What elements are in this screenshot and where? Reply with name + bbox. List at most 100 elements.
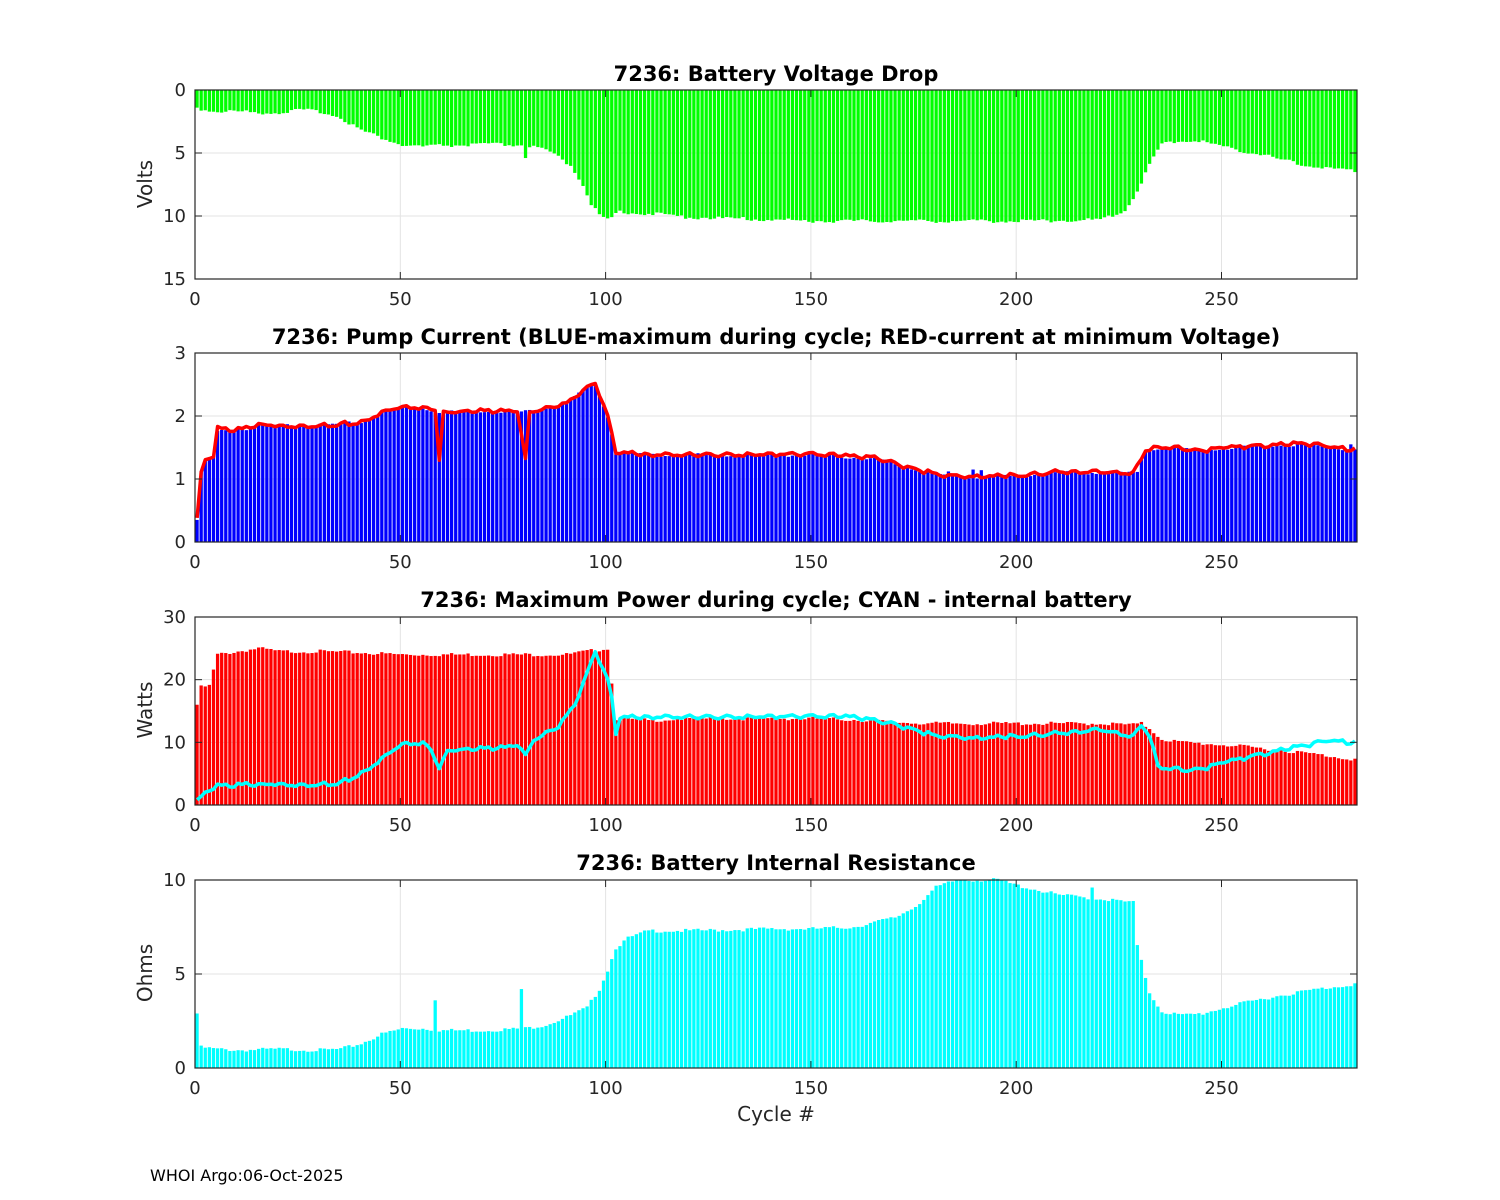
bar — [1053, 90, 1057, 222]
bar — [240, 90, 244, 112]
bar — [1123, 724, 1127, 805]
bar — [1201, 1014, 1205, 1068]
bar — [712, 90, 717, 219]
bar — [798, 718, 803, 805]
bar — [983, 880, 988, 1068]
bar — [1320, 90, 1324, 169]
bar — [314, 652, 318, 805]
bar — [1180, 741, 1185, 805]
y-tick-label: 0 — [175, 532, 186, 553]
bar — [544, 1025, 548, 1068]
bar — [1016, 884, 1020, 1068]
bar — [540, 1027, 544, 1068]
bar — [437, 90, 441, 145]
bar — [203, 459, 207, 542]
bar — [638, 90, 643, 215]
bar — [195, 90, 199, 108]
bar — [1283, 751, 1287, 805]
bar — [827, 718, 832, 805]
bar — [848, 458, 852, 542]
x-tick-label: 50 — [389, 815, 412, 836]
bar — [815, 928, 819, 1068]
bar — [835, 927, 840, 1068]
bar — [897, 915, 901, 1068]
bar — [794, 455, 799, 542]
bar — [696, 90, 700, 220]
bar — [807, 927, 811, 1068]
bar — [458, 1030, 462, 1068]
bar — [1287, 753, 1291, 805]
y-tick-label: 15 — [163, 269, 186, 290]
panel-pump-current: 7236: Pump Current (BLUE-maximum during … — [175, 325, 1358, 573]
bar — [1037, 90, 1041, 221]
bar — [778, 929, 782, 1068]
x-tick-label: 250 — [1204, 1078, 1238, 1099]
bar — [630, 90, 634, 214]
bar — [823, 926, 827, 1068]
bar — [347, 1045, 351, 1068]
x-tick-label: 150 — [794, 1078, 828, 1099]
bar — [376, 90, 380, 136]
bar — [499, 1031, 503, 1068]
x-tick-label: 0 — [189, 815, 200, 836]
bar — [1238, 445, 1242, 542]
bar — [285, 650, 290, 805]
bar — [991, 90, 996, 223]
bar — [1119, 723, 1123, 805]
bar — [712, 929, 717, 1068]
bar — [228, 90, 232, 111]
bar — [232, 90, 236, 111]
bar — [458, 90, 462, 146]
bar — [1143, 451, 1148, 542]
bar — [663, 90, 667, 215]
bar — [1041, 90, 1045, 220]
bar — [601, 649, 606, 805]
bar — [1057, 723, 1061, 805]
y-axis-label-volts: Volts — [133, 160, 157, 208]
bar — [1164, 1013, 1168, 1068]
bar — [1308, 989, 1312, 1068]
bar — [482, 90, 487, 143]
bar — [437, 656, 441, 805]
bar — [248, 1049, 253, 1068]
bar — [215, 90, 220, 113]
bar — [745, 90, 749, 221]
bar — [1156, 90, 1160, 150]
bar — [1201, 90, 1205, 141]
x-tick-label: 100 — [588, 289, 622, 310]
bar — [1156, 1006, 1160, 1068]
bar — [996, 878, 1000, 1068]
bar — [1320, 445, 1324, 542]
bar — [330, 90, 335, 116]
bar — [330, 651, 335, 805]
bar — [1041, 892, 1045, 1068]
bar — [778, 455, 782, 542]
bar — [1086, 474, 1090, 542]
bar — [618, 90, 622, 211]
bar — [1267, 447, 1271, 542]
bar — [1106, 474, 1111, 542]
bar — [622, 718, 626, 805]
bar — [679, 720, 684, 805]
bar — [774, 929, 778, 1068]
bar — [1332, 757, 1337, 805]
bar — [1250, 90, 1254, 154]
bar — [224, 1049, 228, 1068]
bar — [1295, 750, 1300, 805]
bar — [1090, 887, 1094, 1068]
bar — [220, 1048, 224, 1068]
bar — [934, 90, 938, 223]
bar — [827, 927, 832, 1068]
bar — [1102, 473, 1107, 542]
bar — [569, 1015, 573, 1068]
bar — [1033, 474, 1037, 542]
bar — [519, 654, 524, 805]
y-tick-label: 0 — [175, 795, 186, 816]
bar — [1262, 90, 1267, 155]
bar — [716, 931, 721, 1068]
y-tick-label: 2 — [175, 406, 186, 427]
bar — [905, 723, 910, 805]
bar — [704, 718, 708, 805]
x-tick-label: 50 — [389, 552, 412, 573]
bar — [536, 90, 540, 148]
